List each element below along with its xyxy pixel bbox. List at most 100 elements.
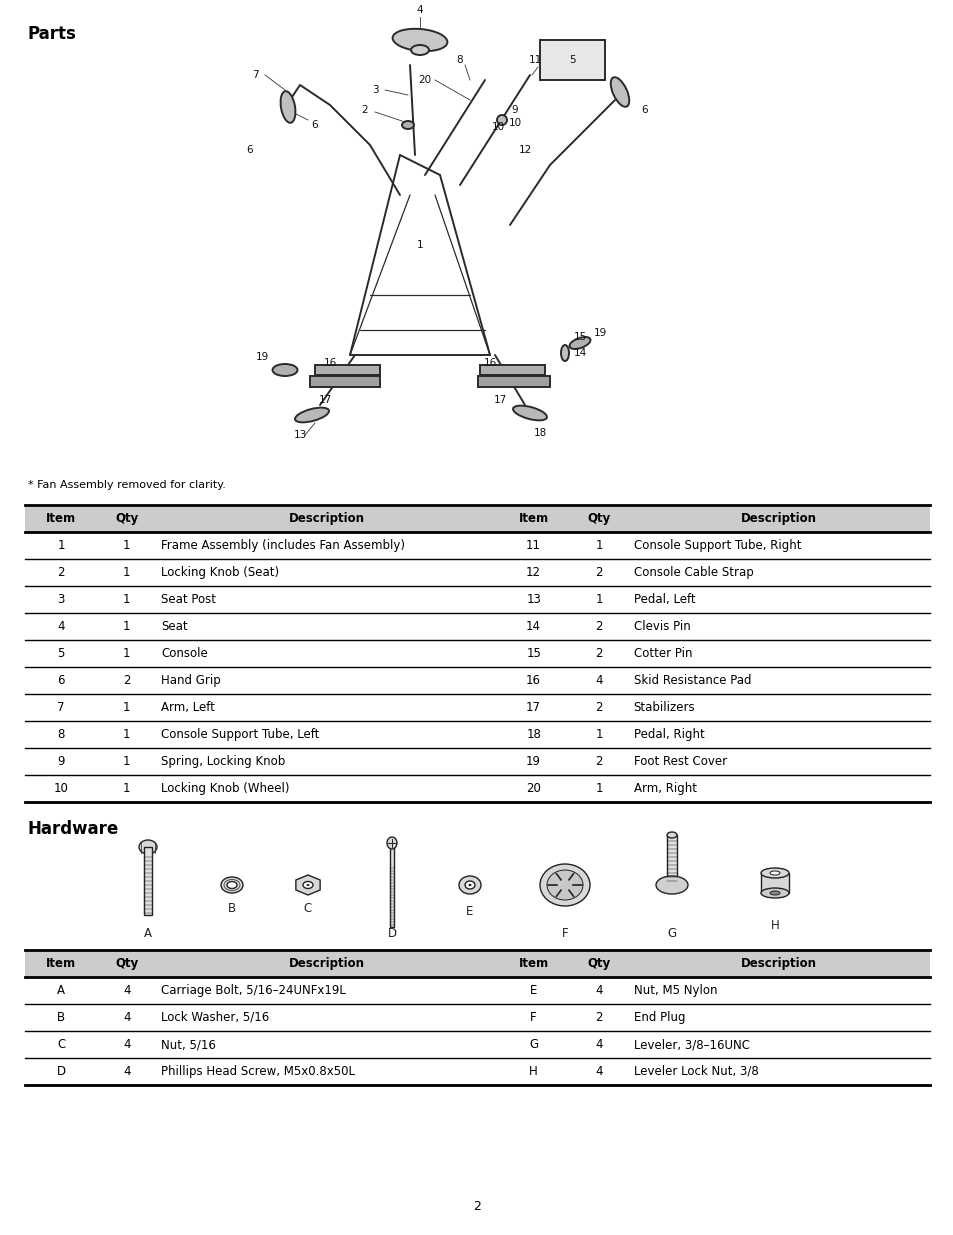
- Text: 11: 11: [528, 56, 541, 65]
- Text: 1: 1: [595, 593, 602, 606]
- Text: 1: 1: [416, 240, 423, 249]
- Text: F: F: [561, 927, 568, 940]
- Text: Locking Knob (Seat): Locking Knob (Seat): [161, 566, 279, 579]
- Text: 12: 12: [525, 566, 540, 579]
- Text: Cotter Pin: Cotter Pin: [633, 647, 692, 659]
- Text: Description: Description: [740, 957, 817, 969]
- Text: H: H: [770, 919, 779, 932]
- Text: 2: 2: [57, 566, 65, 579]
- Bar: [25, 721, 929, 748]
- Text: 3: 3: [372, 85, 378, 95]
- Text: Locking Knob (Wheel): Locking Knob (Wheel): [161, 782, 290, 795]
- Ellipse shape: [273, 364, 297, 375]
- Ellipse shape: [560, 345, 568, 361]
- Ellipse shape: [411, 44, 429, 56]
- Text: 2: 2: [361, 105, 368, 115]
- Text: Description: Description: [289, 513, 364, 525]
- Bar: [539, 40, 604, 80]
- Text: 18: 18: [526, 727, 540, 741]
- Text: 7: 7: [252, 70, 258, 80]
- Text: Pedal, Right: Pedal, Right: [633, 727, 703, 741]
- Text: C: C: [57, 1037, 65, 1051]
- Text: E: E: [466, 905, 474, 918]
- Ellipse shape: [468, 884, 471, 887]
- Text: 20: 20: [526, 782, 540, 795]
- Text: D: D: [387, 927, 396, 940]
- Ellipse shape: [610, 78, 629, 106]
- Text: 20: 20: [418, 75, 431, 85]
- Ellipse shape: [227, 882, 236, 888]
- Text: Hand Grip: Hand Grip: [161, 674, 221, 687]
- Text: Item: Item: [46, 513, 76, 525]
- Text: 2: 2: [595, 566, 602, 579]
- Text: 6: 6: [641, 105, 648, 115]
- Text: Foot Rest Cover: Foot Rest Cover: [633, 755, 726, 768]
- Ellipse shape: [513, 405, 546, 420]
- Text: B: B: [228, 902, 235, 915]
- Bar: [25, 776, 929, 802]
- Text: Seat Post: Seat Post: [161, 593, 216, 606]
- Bar: [25, 532, 929, 559]
- Text: 1: 1: [123, 647, 131, 659]
- Text: 11: 11: [525, 538, 540, 552]
- Bar: [25, 694, 929, 721]
- Ellipse shape: [306, 884, 309, 885]
- Text: Qty: Qty: [587, 957, 610, 969]
- Bar: [25, 977, 929, 1004]
- Text: 4: 4: [595, 1065, 602, 1078]
- Text: 7: 7: [57, 701, 65, 714]
- Text: A: A: [57, 984, 65, 997]
- Text: Lock Washer, 5/16: Lock Washer, 5/16: [161, 1011, 269, 1024]
- Text: 13: 13: [294, 430, 306, 440]
- Text: 9: 9: [511, 105, 517, 115]
- Text: 1: 1: [123, 701, 131, 714]
- Ellipse shape: [760, 868, 788, 878]
- Ellipse shape: [464, 881, 475, 889]
- Text: Carriage Bolt, 5/16–24UNFx19L: Carriage Bolt, 5/16–24UNFx19L: [161, 984, 346, 997]
- Bar: [144, 847, 152, 915]
- Text: Skid Resistance Pad: Skid Resistance Pad: [633, 674, 750, 687]
- Bar: [25, 613, 929, 640]
- Bar: [25, 1031, 929, 1058]
- Text: Console Support Tube, Right: Console Support Tube, Right: [633, 538, 801, 552]
- Text: Seat: Seat: [161, 620, 188, 634]
- Text: 1: 1: [57, 538, 65, 552]
- Text: Console Support Tube, Left: Console Support Tube, Left: [161, 727, 319, 741]
- Text: Nut, 5/16: Nut, 5/16: [161, 1037, 216, 1051]
- Bar: [25, 640, 929, 667]
- Text: 1: 1: [123, 727, 131, 741]
- Text: End Plug: End Plug: [633, 1011, 684, 1024]
- Text: Console: Console: [161, 647, 208, 659]
- Ellipse shape: [139, 840, 157, 853]
- Text: 1: 1: [123, 593, 131, 606]
- Text: Description: Description: [289, 957, 364, 969]
- Ellipse shape: [458, 876, 480, 894]
- Text: Leveler Lock Nut, 3/8: Leveler Lock Nut, 3/8: [633, 1065, 758, 1078]
- Ellipse shape: [393, 28, 447, 51]
- Text: 4: 4: [123, 1011, 131, 1024]
- Text: 4: 4: [123, 1037, 131, 1051]
- Text: C: C: [304, 902, 312, 915]
- Text: Description: Description: [740, 513, 817, 525]
- Text: Clevis Pin: Clevis Pin: [633, 620, 690, 634]
- Bar: [666, 835, 677, 883]
- Text: 17: 17: [318, 395, 332, 405]
- Text: 16: 16: [483, 358, 497, 368]
- Text: 2: 2: [123, 674, 131, 687]
- Text: 6: 6: [247, 144, 253, 156]
- Text: Arm, Right: Arm, Right: [633, 782, 696, 795]
- Text: 14: 14: [525, 620, 540, 634]
- Ellipse shape: [546, 869, 582, 900]
- Bar: [477, 375, 550, 387]
- Ellipse shape: [769, 871, 780, 876]
- Text: 2: 2: [595, 1011, 602, 1024]
- Text: 9: 9: [57, 755, 65, 768]
- Text: 12: 12: [517, 144, 531, 156]
- Polygon shape: [295, 876, 320, 895]
- Text: 19: 19: [255, 352, 269, 362]
- Bar: [25, 950, 929, 977]
- Text: 4: 4: [595, 984, 602, 997]
- Ellipse shape: [656, 876, 687, 894]
- Text: Qty: Qty: [115, 513, 138, 525]
- Text: Qty: Qty: [587, 513, 610, 525]
